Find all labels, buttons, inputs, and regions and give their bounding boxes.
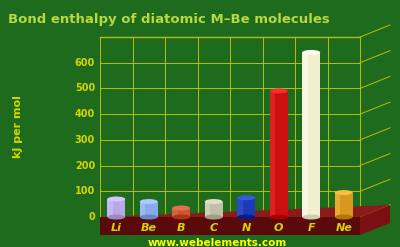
Text: F: F [308, 223, 315, 233]
Text: www.webelements.com: www.webelements.com [147, 238, 287, 247]
Ellipse shape [172, 214, 190, 220]
Polygon shape [335, 193, 340, 217]
Text: C: C [210, 223, 218, 233]
Polygon shape [107, 199, 113, 217]
Ellipse shape [335, 190, 353, 195]
Ellipse shape [270, 88, 288, 94]
Polygon shape [140, 202, 158, 217]
Polygon shape [237, 198, 255, 217]
Polygon shape [302, 52, 320, 217]
Text: 400: 400 [75, 109, 95, 119]
Text: 200: 200 [75, 161, 95, 171]
Polygon shape [100, 205, 390, 217]
Polygon shape [237, 198, 243, 217]
Ellipse shape [237, 195, 255, 200]
Polygon shape [335, 193, 353, 217]
Text: O: O [274, 223, 284, 233]
Ellipse shape [172, 206, 190, 210]
Polygon shape [360, 205, 390, 235]
Ellipse shape [237, 214, 255, 220]
Ellipse shape [270, 214, 288, 220]
Ellipse shape [302, 50, 320, 55]
Ellipse shape [140, 199, 158, 204]
Ellipse shape [205, 199, 223, 204]
Ellipse shape [302, 214, 320, 220]
Text: 500: 500 [75, 83, 95, 93]
Text: Li: Li [111, 223, 122, 233]
Text: Be: Be [141, 223, 157, 233]
Polygon shape [302, 52, 308, 217]
Polygon shape [172, 208, 190, 217]
Text: 0: 0 [88, 212, 95, 222]
Ellipse shape [140, 214, 158, 220]
Ellipse shape [107, 214, 125, 220]
Polygon shape [172, 208, 178, 217]
Polygon shape [205, 202, 210, 217]
Text: 600: 600 [75, 58, 95, 68]
Ellipse shape [335, 214, 353, 220]
Ellipse shape [205, 214, 223, 220]
Polygon shape [205, 202, 223, 217]
Text: B: B [177, 223, 186, 233]
Ellipse shape [107, 197, 125, 202]
Text: kJ per mol: kJ per mol [13, 96, 23, 158]
Text: Bond enthalpy of diatomic M–Be molecules: Bond enthalpy of diatomic M–Be molecules [8, 13, 330, 26]
Text: 100: 100 [75, 186, 95, 196]
Polygon shape [100, 217, 360, 235]
Polygon shape [270, 91, 288, 217]
Text: Ne: Ne [335, 223, 352, 233]
Polygon shape [270, 91, 275, 217]
Text: 300: 300 [75, 135, 95, 145]
Polygon shape [107, 199, 125, 217]
Text: N: N [242, 223, 251, 233]
Polygon shape [140, 202, 145, 217]
